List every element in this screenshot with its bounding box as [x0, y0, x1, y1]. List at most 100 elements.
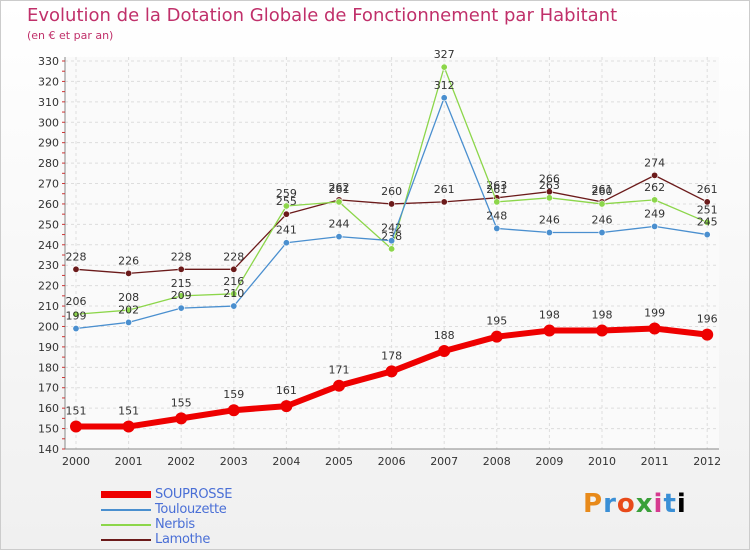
plot-area [65, 57, 719, 449]
data-point [282, 239, 290, 247]
data-point [230, 290, 238, 298]
y-tick-label: 200 [38, 320, 59, 333]
data-point [70, 420, 82, 433]
y-tick-label: 300 [38, 116, 59, 129]
y-tick-label: 230 [38, 259, 59, 272]
data-label: 178 [381, 349, 402, 362]
data-point [72, 310, 80, 318]
data-point [335, 233, 343, 241]
data-point [230, 302, 238, 310]
legend-label: Nerbis [155, 517, 195, 532]
y-tick-label: 160 [38, 402, 59, 415]
data-point [651, 196, 659, 204]
legend-label: Toulouzette [155, 502, 227, 517]
legend-swatch [101, 508, 151, 511]
y-tick-label: 320 [38, 75, 59, 88]
y-tick-label: 280 [38, 157, 59, 170]
data-point [177, 292, 185, 300]
data-label: 206 [66, 295, 87, 308]
data-point [490, 330, 503, 343]
data-point [177, 304, 185, 312]
data-label: 327 [434, 48, 455, 61]
data-label: 262 [644, 181, 665, 194]
data-label: 159 [223, 388, 244, 401]
data-label: 155 [171, 396, 192, 409]
data-label: 246 [539, 214, 560, 227]
data-point [333, 379, 345, 392]
y-tick-label: 150 [38, 423, 59, 436]
data-point [72, 265, 80, 273]
x-tick-label: 2004 [272, 455, 300, 468]
data-point [72, 325, 80, 333]
y-tick-label: 260 [38, 198, 59, 211]
chart-title: Evolution de la Dotation Globale de Fonc… [27, 5, 618, 26]
data-point [648, 322, 661, 335]
data-point [440, 198, 448, 206]
data-point [177, 265, 185, 273]
y-tick-label: 240 [38, 239, 59, 252]
data-label: 246 [592, 214, 613, 227]
y-tick-label: 210 [38, 300, 59, 313]
data-point [282, 202, 290, 210]
data-point [651, 222, 659, 230]
data-label: 208 [118, 291, 139, 304]
x-tick-label: 2003 [220, 455, 248, 468]
data-point [596, 324, 608, 337]
data-point [701, 328, 714, 341]
data-point [175, 412, 188, 425]
data-point [125, 306, 133, 314]
data-label: 198 [592, 309, 613, 322]
proxiti-logo: Proxiti [583, 489, 687, 519]
data-point [545, 229, 553, 237]
y-tick-label: 220 [38, 280, 59, 293]
data-label: 199 [66, 310, 87, 323]
data-point [230, 265, 238, 273]
data-label: 209 [171, 289, 192, 302]
chart-subtitle: (en € et par an) [27, 29, 114, 42]
data-point [598, 229, 606, 237]
data-point [703, 231, 711, 239]
data-label: 151 [66, 405, 87, 418]
data-label: 262 [329, 181, 350, 194]
legend-label: Lamothe [155, 532, 211, 547]
data-label: 238 [381, 230, 402, 243]
data-label: 242 [381, 222, 402, 235]
y-tick-label: 310 [38, 96, 59, 109]
data-point [440, 63, 448, 71]
data-point [125, 269, 133, 277]
data-label: 161 [276, 384, 297, 397]
data-point [122, 420, 135, 433]
x-tick-label: 2000 [62, 455, 90, 468]
legend-swatch [101, 523, 151, 526]
data-label: 196 [697, 313, 718, 326]
y-tick-label: 290 [38, 137, 59, 150]
data-label: 263 [539, 179, 560, 192]
data-point [227, 404, 240, 417]
x-tick-label: 2011 [641, 455, 669, 468]
data-point [282, 210, 290, 218]
data-point [125, 318, 133, 326]
data-label: 248 [486, 209, 507, 222]
x-tick-label: 2008 [483, 455, 511, 468]
legend-item: Toulouzette [101, 502, 232, 517]
data-label: 261 [329, 183, 350, 196]
data-label: 228 [223, 250, 244, 263]
data-point [703, 198, 711, 206]
y-tick-label: 190 [38, 341, 59, 354]
y-tick-label: 330 [38, 55, 59, 68]
data-label: 261 [434, 183, 455, 196]
data-point [493, 198, 501, 206]
x-tick-label: 2009 [535, 455, 563, 468]
data-label: 259 [276, 187, 297, 200]
y-tick-label: 180 [38, 361, 59, 374]
data-label: 261 [486, 183, 507, 196]
x-tick-label: 2002 [167, 455, 195, 468]
data-label: 195 [486, 315, 507, 328]
data-point [335, 198, 343, 206]
x-tick-label: 2012 [693, 455, 721, 468]
data-label: 266 [539, 173, 560, 186]
data-point [388, 237, 396, 245]
x-tick-label: 2005 [325, 455, 353, 468]
